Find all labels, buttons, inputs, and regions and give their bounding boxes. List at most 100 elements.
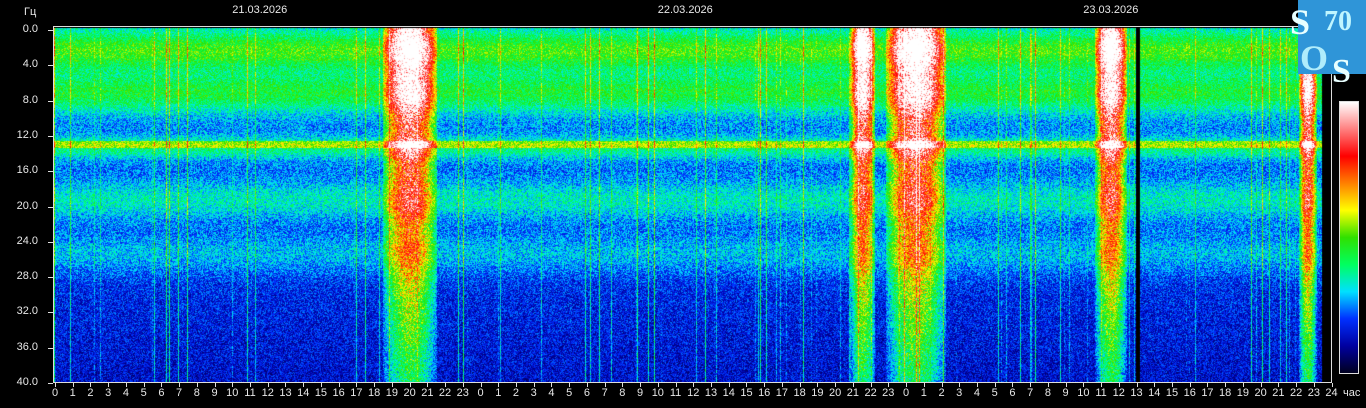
x-tick <box>1313 383 1315 387</box>
x-tick <box>1225 383 1227 387</box>
x-tick-label: 19 <box>1236 387 1250 399</box>
sos70-logo: S 70 O S <box>1290 0 1366 82</box>
x-tick <box>693 383 695 387</box>
x-tick-label: 5 <box>566 387 573 399</box>
x-tick-label: 6 <box>158 387 165 399</box>
x-tick-label: 10 <box>651 387 664 399</box>
x-tick <box>870 383 872 387</box>
x-tick-label: 9 <box>1062 387 1069 399</box>
x-tick-label: 5 <box>140 387 147 399</box>
x-tick <box>533 383 535 387</box>
x-tick-label: 1 <box>69 387 76 399</box>
x-tick-label: 20 <box>403 387 416 399</box>
x-tick-label: 5 <box>991 387 998 399</box>
y-tick <box>48 312 53 314</box>
x-tick <box>90 383 92 387</box>
x-tick-label: 23 <box>456 387 469 399</box>
x-tick-label: 23 <box>882 387 895 399</box>
x-tick <box>515 383 517 387</box>
x-tick <box>55 383 56 387</box>
x-tick <box>143 383 145 387</box>
x-tick-label: 0 <box>51 387 59 399</box>
x-tick <box>480 383 482 387</box>
x-tick-label: 9 <box>637 387 644 399</box>
spectrogram-heatmap <box>54 27 1332 383</box>
x-tick <box>1278 383 1280 387</box>
x-tick <box>835 383 837 387</box>
x-tick-label: 16 <box>332 387 345 399</box>
x-tick <box>161 383 163 387</box>
x-tick <box>1065 383 1067 387</box>
svg-text:O: O <box>1300 38 1328 78</box>
x-tick-label: 14 <box>722 387 735 399</box>
y-tick <box>48 100 53 102</box>
x-tick-label: 14 <box>1148 387 1161 399</box>
x-tick-label: 18 <box>793 387 806 399</box>
y-tick-label: 32.0 <box>16 305 38 318</box>
y-tick <box>48 241 53 243</box>
x-tick-label: 11 <box>669 387 682 399</box>
x-tick <box>320 383 322 387</box>
x-tick-label: 22 <box>438 387 452 399</box>
y-tick <box>48 171 53 173</box>
x-tick-label: 16 <box>1183 387 1196 399</box>
x-tick-label: 9 <box>211 387 218 399</box>
x-tick-label: 7 <box>1027 387 1034 399</box>
x-tick-label: 4 <box>122 387 129 399</box>
date-label: 22.03.2026 <box>657 4 713 16</box>
date-label: 23.03.2026 <box>1083 4 1139 16</box>
y-tick-label: 0.0 <box>22 23 38 35</box>
y-tick-label: 40.0 <box>16 376 38 388</box>
x-tick-label: 14 <box>297 387 310 399</box>
x-tick <box>232 383 234 387</box>
x-tick <box>1030 383 1032 387</box>
x-tick-label: 16 <box>758 387 771 399</box>
x-tick <box>179 383 181 387</box>
x-tick-label: 17 <box>1201 387 1214 399</box>
x-tick <box>1296 383 1298 387</box>
x-tick-label: 2 <box>87 387 94 399</box>
x-tick <box>675 383 677 387</box>
x-tick <box>746 383 748 387</box>
x-tick <box>427 383 429 387</box>
x-tick-label: 13 <box>1130 387 1143 399</box>
x-tick <box>125 383 127 387</box>
x-tick <box>1118 383 1120 387</box>
x-tick-label: 7 <box>601 387 608 399</box>
x-tick <box>817 383 819 387</box>
y-tick <box>48 206 53 208</box>
date-label: 21.03.2026 <box>232 4 288 16</box>
x-tick <box>1136 383 1138 387</box>
svg-text:S: S <box>1290 2 1310 42</box>
x-tick <box>72 383 74 387</box>
x-tick <box>1242 383 1244 387</box>
x-tick-label: 4 <box>973 387 981 399</box>
x-tick-label: 3 <box>956 387 963 399</box>
y-tick-label: 20.0 <box>16 199 38 212</box>
x-tick-label: 15 <box>314 387 328 399</box>
x-tick <box>764 383 766 387</box>
x-tick-label: 19 <box>811 387 824 399</box>
y-tick-label: 16.0 <box>16 164 38 177</box>
x-tick <box>267 383 269 387</box>
x-tick-label: 4 <box>548 387 555 399</box>
x-tick-label: 10 <box>226 387 239 399</box>
x-tick-label: 10 <box>1077 387 1090 399</box>
svg-text:70: 70 <box>1324 6 1352 37</box>
x-tick <box>551 383 553 387</box>
x-tick <box>1260 383 1262 387</box>
x-tick <box>1154 383 1156 387</box>
x-tick <box>1012 383 1014 387</box>
x-tick-label: 13 <box>704 387 718 399</box>
y-tick <box>48 277 53 279</box>
y-axis-unit: Гц <box>24 6 37 18</box>
color-scale-bar <box>1339 101 1359 374</box>
x-tick <box>285 383 287 387</box>
x-tick <box>338 383 340 387</box>
x-tick-label: 0 <box>477 387 484 399</box>
x-tick-label: 15 <box>740 387 753 399</box>
y-tick <box>48 135 53 137</box>
x-tick <box>1331 383 1333 387</box>
x-tick <box>622 383 624 387</box>
y-tick-label: 24.0 <box>16 234 38 247</box>
